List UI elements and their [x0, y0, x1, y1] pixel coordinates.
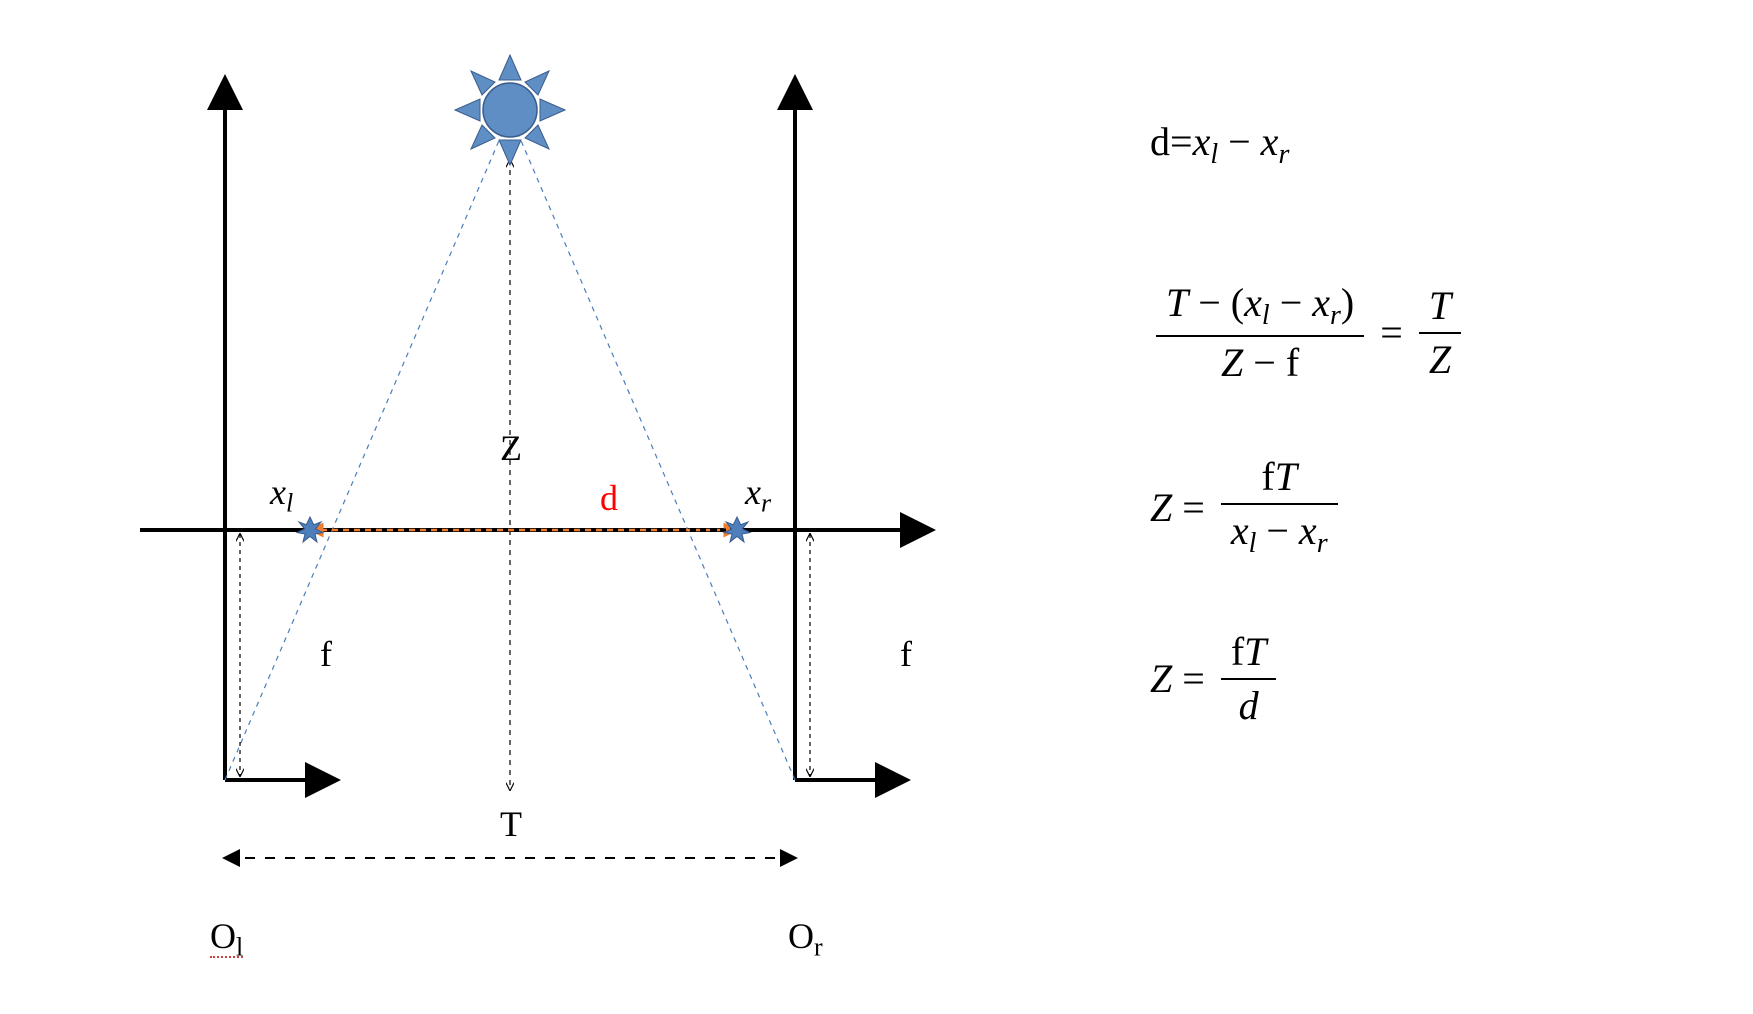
d-label: d	[600, 480, 618, 516]
equation-depth-from-disparity: Z = fT xl − xr	[1150, 455, 1710, 560]
f-right-label: f	[900, 636, 912, 672]
world-point-icon	[455, 55, 565, 165]
left-projection-line	[225, 115, 510, 780]
Z-label: Z	[500, 430, 522, 466]
Ol-label: Ol	[210, 918, 243, 960]
f-left-label: f	[320, 636, 332, 672]
stereo-geometry-diagram	[0, 0, 1000, 1014]
xl-label: xl	[270, 474, 293, 516]
T-label: T	[500, 806, 522, 842]
equation-depth-short: Z = fT d	[1150, 630, 1710, 728]
xr-label: xr	[745, 474, 771, 516]
equation-disparity-definition: d=xl − xr	[1150, 120, 1710, 171]
stereo-diagram-page: { "meta": { "type": "geometry-diagram", …	[0, 0, 1753, 1014]
right-projection-line	[510, 115, 795, 780]
equations-column: d=xl − xr T − (xl − xr) Z − f = T Z Z = …	[1150, 120, 1710, 798]
Or-label: Or	[788, 918, 823, 960]
equation-similar-triangles: T − (xl − xr) Z − f = T Z	[1150, 281, 1710, 386]
